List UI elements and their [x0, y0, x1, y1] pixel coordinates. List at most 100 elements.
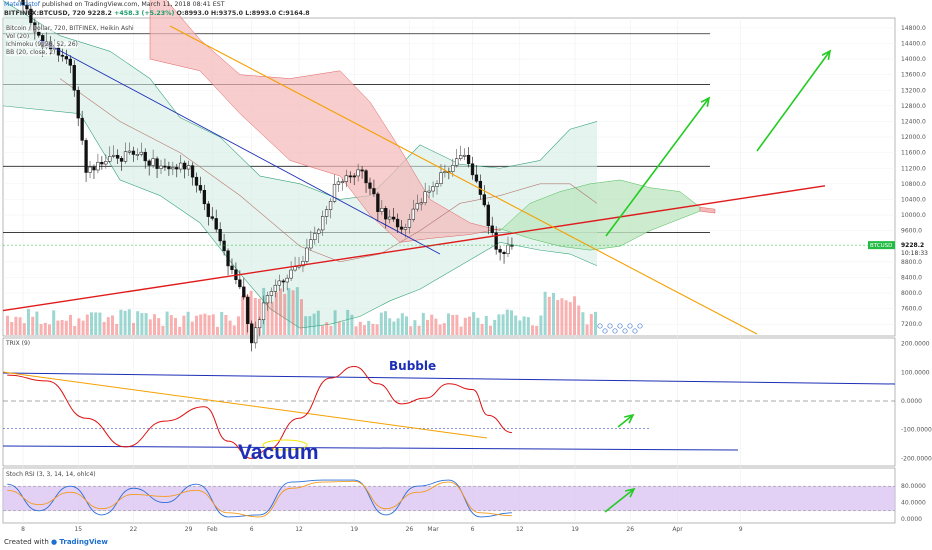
stoch-green-arrow-head	[625, 487, 636, 498]
publish-line: MateKristof published on TradingView.com…	[4, 1, 225, 8]
volume-bar	[195, 315, 198, 335]
x-tick-label: 19	[571, 526, 579, 533]
volume-bar	[10, 322, 14, 335]
candle-down	[384, 208, 388, 220]
volume-bar	[560, 298, 564, 335]
tradingview-brand[interactable]: TradingView	[59, 538, 108, 546]
orange-trendline	[169, 25, 758, 335]
volume-bar	[518, 320, 522, 335]
indicator-ichimoku[interactable]: Ichimoku (9, 26, 52, 26)	[6, 41, 78, 48]
stoch-band-area	[3, 486, 895, 511]
candle-down	[64, 56, 69, 60]
volume-bar	[274, 292, 278, 335]
volume-bar	[228, 320, 232, 335]
volume-bar	[480, 323, 484, 335]
candle-down	[474, 174, 479, 182]
volume-bar	[400, 313, 404, 335]
volume-bar	[577, 305, 581, 335]
volume-bar	[354, 326, 358, 335]
candle-up	[455, 158, 459, 166]
candle-up	[462, 154, 467, 157]
volume-bar	[472, 312, 476, 335]
author-name[interactable]: MateKristof	[4, 1, 40, 8]
volume-bar	[98, 312, 102, 335]
candle-up	[293, 266, 297, 271]
volume-bar	[447, 313, 450, 335]
x-tick-label: 6	[250, 526, 254, 533]
indicator-bollinger[interactable]: BB (20, close, 2)	[6, 49, 56, 56]
volume-bar	[22, 323, 26, 335]
volume-bar	[363, 325, 366, 335]
candle-down	[167, 166, 171, 170]
volume-bar	[73, 326, 77, 335]
x-tick-label: 26	[406, 526, 414, 533]
indicator-volume[interactable]: Vol (20)	[6, 33, 30, 40]
volume-bar	[337, 321, 341, 335]
volume-bar	[526, 317, 530, 335]
candle-up	[285, 277, 289, 283]
event-marker-icon	[637, 323, 643, 329]
candle-down	[395, 218, 400, 228]
volume-bar	[585, 324, 589, 335]
event-marker-icon	[597, 323, 603, 329]
x-tick-label: 19	[350, 526, 358, 533]
volume-bar	[350, 314, 354, 335]
candle-up	[112, 154, 116, 157]
y-tick-label: 10800.0	[901, 181, 926, 188]
candle-up	[344, 175, 348, 182]
y-tick-label: 8400.0	[901, 274, 922, 281]
bollinger-band-area	[3, 0, 597, 329]
candle-up	[273, 284, 278, 292]
candle-up	[388, 216, 392, 220]
volume-bar	[6, 315, 9, 335]
volume-bar	[316, 310, 320, 335]
stoch-d-line	[7, 480, 512, 518]
candle-down	[92, 166, 96, 171]
volume-bar	[249, 290, 253, 335]
candle-down	[155, 158, 159, 169]
volume-bar	[31, 316, 35, 335]
volume-bar	[186, 311, 190, 335]
volume-bar	[161, 325, 165, 335]
stoch-y-tick-label: 0.0000	[901, 516, 922, 523]
bubble-annotation: Bubble	[389, 359, 437, 373]
created-with-text: Created with	[4, 538, 49, 546]
volume-bar	[140, 313, 144, 335]
candle-up	[407, 219, 412, 228]
candle-down	[281, 280, 285, 283]
candle-down	[119, 158, 124, 162]
volume-bar	[237, 316, 240, 335]
volume-bar	[568, 302, 572, 335]
volume-bar	[64, 320, 68, 335]
trix-title: TRIX (9)	[5, 340, 30, 347]
candle-up	[257, 319, 262, 329]
x-tick-label: Mar	[427, 526, 439, 533]
volume-bar	[547, 296, 551, 335]
candle-up	[123, 151, 128, 162]
symbol-price-tag	[868, 241, 895, 250]
candle-down	[230, 265, 234, 270]
volume-bar	[371, 323, 375, 335]
stoch-y-tick-label: 80.0000	[901, 483, 926, 490]
event-marker-icon	[607, 323, 613, 329]
volume-bar	[417, 325, 421, 335]
candle-down	[198, 185, 203, 191]
bar-countdown-label: 10:18:33	[901, 250, 928, 257]
indicator-main[interactable]: Bitcoin / Dollar, 720, BITFINEX, Heikin …	[6, 25, 134, 32]
candle-up	[411, 208, 416, 220]
candle-down	[143, 151, 147, 162]
symbol-price-tag-label: BTCUSD	[870, 243, 892, 249]
candle-up	[321, 216, 325, 231]
y-tick-label: 8000.0	[901, 290, 922, 297]
volume-bar	[434, 318, 438, 335]
volume-bar	[573, 296, 576, 335]
x-tick-label: 9	[739, 526, 743, 533]
trix-y-tick-label: 200.0000	[901, 341, 930, 348]
volume-bar	[342, 321, 345, 335]
volume-bar	[14, 316, 18, 335]
y-tick-label: 14800.0	[901, 25, 926, 32]
candle-up	[427, 190, 431, 193]
event-marker-icon	[617, 323, 623, 329]
volume-bar	[514, 315, 518, 335]
volume-bar	[468, 316, 471, 335]
